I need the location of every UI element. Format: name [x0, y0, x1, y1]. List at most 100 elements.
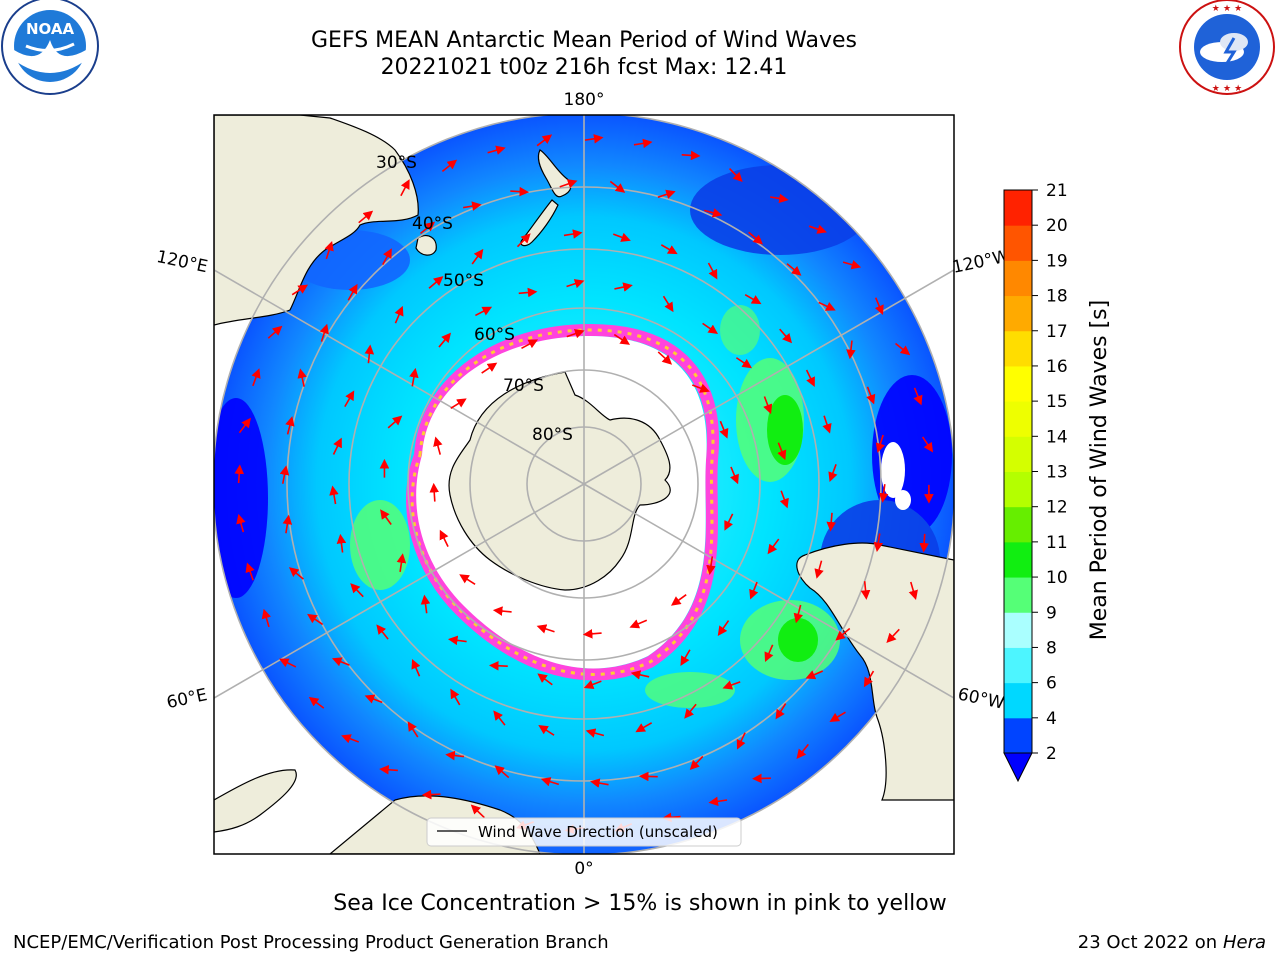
- colorbar-band: [1004, 471, 1032, 508]
- wind-wave-arrow: [450, 398, 467, 410]
- wind-wave-arrow: [364, 344, 375, 364]
- colorbar-band: [1004, 225, 1032, 261]
- wind-wave-arrow: [238, 417, 251, 434]
- wind-wave-arrow: [493, 710, 506, 726]
- wind-wave-arrow: [793, 604, 803, 624]
- lat-label-30s: 30°S: [376, 153, 417, 173]
- wind-wave-arrow: [394, 305, 404, 324]
- colorbar-tick-label: 11: [1046, 533, 1068, 553]
- wind-wave-arrow: [702, 322, 719, 335]
- wind-wave-arrow: [908, 581, 918, 601]
- wind-wave-arrow: [234, 464, 245, 484]
- colorbar-tick-label: 2: [1046, 744, 1057, 764]
- wind-wave-arrow: [291, 284, 309, 296]
- wind-wave-arrow: [536, 624, 555, 634]
- wind-wave-arrow: [282, 514, 293, 534]
- wind-wave-arrow: [749, 581, 759, 600]
- wind-wave-arrow: [866, 386, 876, 405]
- wind-wave-arrow: [279, 465, 290, 484]
- wind-wave-arrow: [680, 649, 691, 666]
- colorbar-band: [1004, 295, 1032, 332]
- wind-wave-arrow: [796, 743, 809, 759]
- wind-wave-arrow: [429, 482, 440, 502]
- svg-text:★ ★ ★: ★ ★ ★: [1212, 84, 1242, 94]
- noaa-logo: NOAA: [1, 0, 99, 95]
- wind-wave-arrow: [707, 262, 718, 280]
- wind-wave-arrow: [829, 711, 846, 722]
- sea-ice-caption: Sea Ice Concentration > 15% is shown in …: [333, 891, 947, 916]
- wind-wave-arrow: [662, 295, 674, 313]
- wind-wave-arrow: [236, 513, 246, 533]
- wind-wave-arrow: [614, 282, 633, 292]
- colorbar-tick-label: 6: [1046, 674, 1057, 694]
- wind-wave-arrow: [786, 263, 802, 276]
- footer-date-text: 23 Oct 2022 on: [1077, 932, 1223, 953]
- colorbar-tick-label: 14: [1046, 427, 1068, 447]
- wind-wave-arrow: [613, 333, 631, 345]
- wind-wave-arrow: [763, 396, 773, 415]
- wind-wave-arrow: [379, 764, 398, 775]
- wind-wave-arrow: [463, 201, 482, 211]
- wind-wave-arrow: [447, 635, 467, 646]
- wind-wave-arrow: [336, 533, 347, 553]
- colorbar-tick-label: 13: [1046, 463, 1068, 483]
- lat-label-60s: 60°S: [474, 325, 515, 345]
- new-zealand-land: [520, 149, 572, 247]
- colorbar-tick-label: 16: [1046, 357, 1068, 377]
- wind-wave-arrow: [886, 628, 900, 644]
- wind-wave-arrow: [559, 179, 578, 189]
- wind-wave-arrow: [874, 297, 884, 316]
- wind-wave-arrow: [537, 673, 553, 686]
- wind-wave-arrow: [633, 138, 653, 149]
- wind-wave-arrow: [364, 694, 383, 704]
- colorbar-band: [1004, 612, 1032, 648]
- wind-wave-arrow: [433, 436, 443, 455]
- wind-wave-arrow: [584, 134, 604, 144]
- wind-wave-arrow: [332, 437, 342, 455]
- wind-wave-arrow: [261, 608, 271, 628]
- wind-wave-arrow: [818, 301, 836, 311]
- map-frame: [213, 114, 955, 855]
- wind-wave-arrow: [657, 189, 676, 199]
- map-legend: Wind Wave Direction (unscaled): [426, 817, 742, 847]
- lon-label-bottom: 0°: [574, 859, 593, 879]
- australia-land: [214, 115, 419, 326]
- wind-wave-arrow: [538, 725, 555, 736]
- wind-wave-arrow: [279, 658, 297, 668]
- wind-wave-arrow: [921, 436, 934, 453]
- wind-wave-arrow: [670, 594, 687, 606]
- wind-wave-arrow: [629, 619, 648, 629]
- wind-wave-arrow: [775, 703, 787, 720]
- wind-wave-arrow: [329, 485, 339, 505]
- wind-wave-arrow: [251, 368, 261, 387]
- wind-wave-arrow: [828, 464, 838, 482]
- lat-label-70s: 70°S: [503, 376, 544, 396]
- wind-wave-arrow: [409, 367, 419, 387]
- wind-wave-arrow: [481, 362, 498, 374]
- lat-label-40s: 40°S: [412, 214, 453, 234]
- wind-wave-arrow: [288, 567, 304, 580]
- wind-wave-arrow: [735, 357, 753, 369]
- wind-wave-arrow: [245, 562, 255, 581]
- wind-wave-arrow: [860, 581, 871, 600]
- wind-wave-arrows: [234, 134, 934, 834]
- wind-wave-arrow: [657, 351, 673, 365]
- wind-wave-arrow: [297, 368, 307, 387]
- colorbar-extend: [1003, 752, 1033, 783]
- wind-wave-arrow: [585, 728, 605, 738]
- chart-title: GEFS MEAN Antarctic Mean Period of Wind …: [311, 28, 857, 53]
- wind-wave-arrow: [684, 703, 697, 719]
- colorbar-band: [1004, 647, 1032, 684]
- wind-wave-arrow: [396, 553, 407, 572]
- footer-host: Hera: [1222, 932, 1266, 953]
- colorbar-band: [1004, 260, 1032, 297]
- wind-wave-arrow: [835, 627, 851, 641]
- wind-wave-arrow: [863, 670, 875, 688]
- wind-wave-arrow: [521, 339, 539, 349]
- wind-wave-arrow: [779, 490, 789, 509]
- antarctica-land: [448, 371, 671, 591]
- wind-wave-arrow: [540, 777, 560, 787]
- wind-wave-arrow: [285, 416, 295, 435]
- colorbar-tick-label: 10: [1046, 568, 1068, 588]
